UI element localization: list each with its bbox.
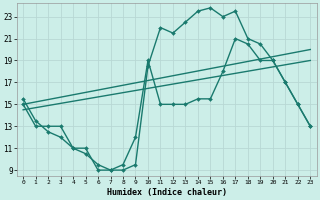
X-axis label: Humidex (Indice chaleur): Humidex (Indice chaleur) xyxy=(107,188,227,197)
